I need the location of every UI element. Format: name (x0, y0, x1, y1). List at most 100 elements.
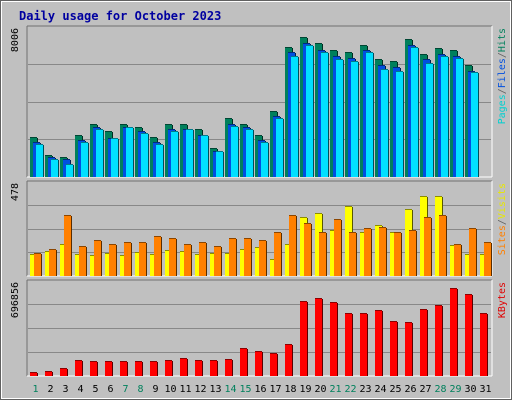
bar-hits-day-5-edge (90, 124, 97, 125)
bar-kbytes-day-17-fill (270, 353, 277, 376)
bar-pages-day-25-edge (396, 71, 403, 72)
bar-files-day-30-edge (468, 71, 475, 72)
bar-hits-day-1-edge (30, 137, 37, 138)
bar-sites-day-10-fill (169, 238, 176, 276)
bar-sites-day-1-fill (34, 253, 41, 276)
bar-visits-day-10-edge (165, 250, 172, 251)
bar-sites-day-29-edge (454, 244, 461, 245)
bar-pages-day-2-fill (51, 159, 58, 177)
bar-sites-day-6-edge (109, 244, 116, 245)
bar-kbytes-day-23-edge (360, 313, 367, 314)
bar-kbytes-day-19-shadow (307, 302, 308, 376)
bar-sites-day-24-fill (379, 227, 386, 276)
bar-visits-day-1-edge (30, 254, 37, 255)
bar-sites-day-12 (199, 242, 207, 276)
bar-sites-day-11-shadow (191, 245, 192, 276)
bar-pages-day-3-edge (66, 164, 73, 165)
x-tick-label: 20 (314, 384, 326, 395)
bar-pages-day-16-shadow (268, 143, 269, 177)
bar-sites-day-27-shadow (431, 218, 432, 276)
bar-visits-day-25-fill (390, 232, 397, 276)
bar-visits-day-29-fill (450, 245, 457, 276)
bar-visits-day-23-edge (360, 232, 367, 233)
bar-kbytes-day-29-fill (450, 288, 457, 376)
bar-pages-day-6-fill (111, 138, 118, 177)
bar-kbytes-day-30-shadow (472, 295, 473, 376)
x-tick-label: 21 (329, 384, 341, 395)
bar-visits-day-7-fill (120, 255, 127, 276)
bar-sites-day-4 (79, 246, 87, 276)
bar-pages-day-25 (396, 71, 404, 177)
bar-pages-day-14-shadow (238, 127, 239, 177)
bar-hits-day-20-edge (315, 43, 322, 44)
bars-hits-files-pages (30, 37, 479, 177)
bar-files-day-18-edge (288, 52, 295, 53)
bar-sites-day-9 (154, 236, 162, 276)
bar-pages-day-21-edge (336, 59, 343, 60)
x-tick-label: 5 (92, 384, 98, 395)
bar-sites-day-18-edge (289, 215, 296, 216)
bar-kbytes-day-6 (105, 361, 113, 376)
bar-sites-day-20 (319, 232, 327, 276)
bar-kbytes-day-23-shadow (367, 314, 368, 376)
bar-sites-day-17-fill (274, 232, 281, 276)
bar-visits-day-3-fill (60, 244, 67, 276)
bar-pages-day-9 (156, 144, 164, 177)
bar-visits-day-27-edge (420, 196, 427, 197)
bar-pages-day-13-edge (216, 151, 223, 152)
bar-files-day-25-edge (393, 67, 400, 68)
bar-kbytes-day-27 (420, 309, 428, 376)
bar-visits-day-11-fill (180, 251, 187, 276)
bar-pages-day-2-edge (51, 159, 58, 160)
bar-pages-day-17-fill (276, 118, 283, 177)
bar-kbytes-day-30-fill (465, 294, 472, 376)
legend-entry: / (497, 52, 508, 58)
bar-kbytes-day-16-shadow (262, 352, 263, 376)
bar-pages-day-1-edge (36, 144, 43, 145)
bar-sites-day-31-edge (484, 242, 491, 243)
bar-kbytes-day-14-fill (225, 359, 232, 376)
bar-visits-day-8-edge (135, 252, 142, 253)
bar-visits-day-24-fill (375, 225, 382, 276)
bar-pages-day-22-fill (351, 61, 358, 177)
bar-kbytes-day-4-edge (75, 360, 82, 361)
bar-kbytes-day-3-fill (60, 368, 67, 376)
bar-sites-day-25 (394, 232, 402, 276)
bar-kbytes-day-29-shadow (457, 289, 458, 376)
x-tick-label: 12 (194, 384, 206, 395)
bar-sites-day-30-edge (469, 228, 476, 229)
bar-visits-day-21-edge (330, 230, 337, 231)
bar-pages-day-18-fill (291, 56, 298, 177)
bar-pages-day-29-fill (456, 58, 463, 177)
bar-sites-day-27-edge (424, 217, 431, 218)
bar-pages-day-3-fill (66, 164, 73, 177)
bar-pages-day-27-fill (426, 63, 433, 177)
bar-kbytes-day-22-shadow (352, 314, 353, 376)
bar-files-day-24-edge (378, 65, 385, 66)
bar-kbytes-day-2-fill (45, 371, 52, 376)
bar-pages-day-16-fill (261, 142, 268, 177)
bar-kbytes-day-9-shadow (157, 362, 158, 376)
bar-hits-day-15-edge (240, 124, 247, 125)
bar-sites-day-10-shadow (176, 239, 177, 276)
bar-kbytes-day-26-shadow (412, 323, 413, 376)
bar-pages-day-25-shadow (403, 72, 404, 177)
bar-sites-day-30 (469, 228, 477, 276)
x-tick-label: 13 (209, 384, 221, 395)
bar-kbytes-day-3-edge (60, 368, 67, 369)
bar-sites-day-9-fill (154, 236, 161, 276)
bar-sites-day-1-shadow (41, 254, 42, 276)
bar-kbytes-day-28-shadow (442, 306, 443, 376)
bar-pages-day-22 (351, 61, 359, 177)
x-tick-label: 7 (122, 384, 128, 395)
bar-hits-day-14-edge (225, 118, 232, 119)
bar-pages-day-7-edge (126, 127, 133, 128)
bar-pages-day-23-fill (366, 52, 373, 177)
bar-sites-day-5 (94, 240, 102, 276)
bar-pages-day-4-shadow (88, 143, 89, 177)
bar-sites-day-8-shadow (146, 243, 147, 276)
bar-kbytes-day-19-fill (300, 301, 307, 376)
bar-visits-day-29-edge (450, 245, 457, 246)
bar-sites-day-15 (244, 238, 252, 276)
